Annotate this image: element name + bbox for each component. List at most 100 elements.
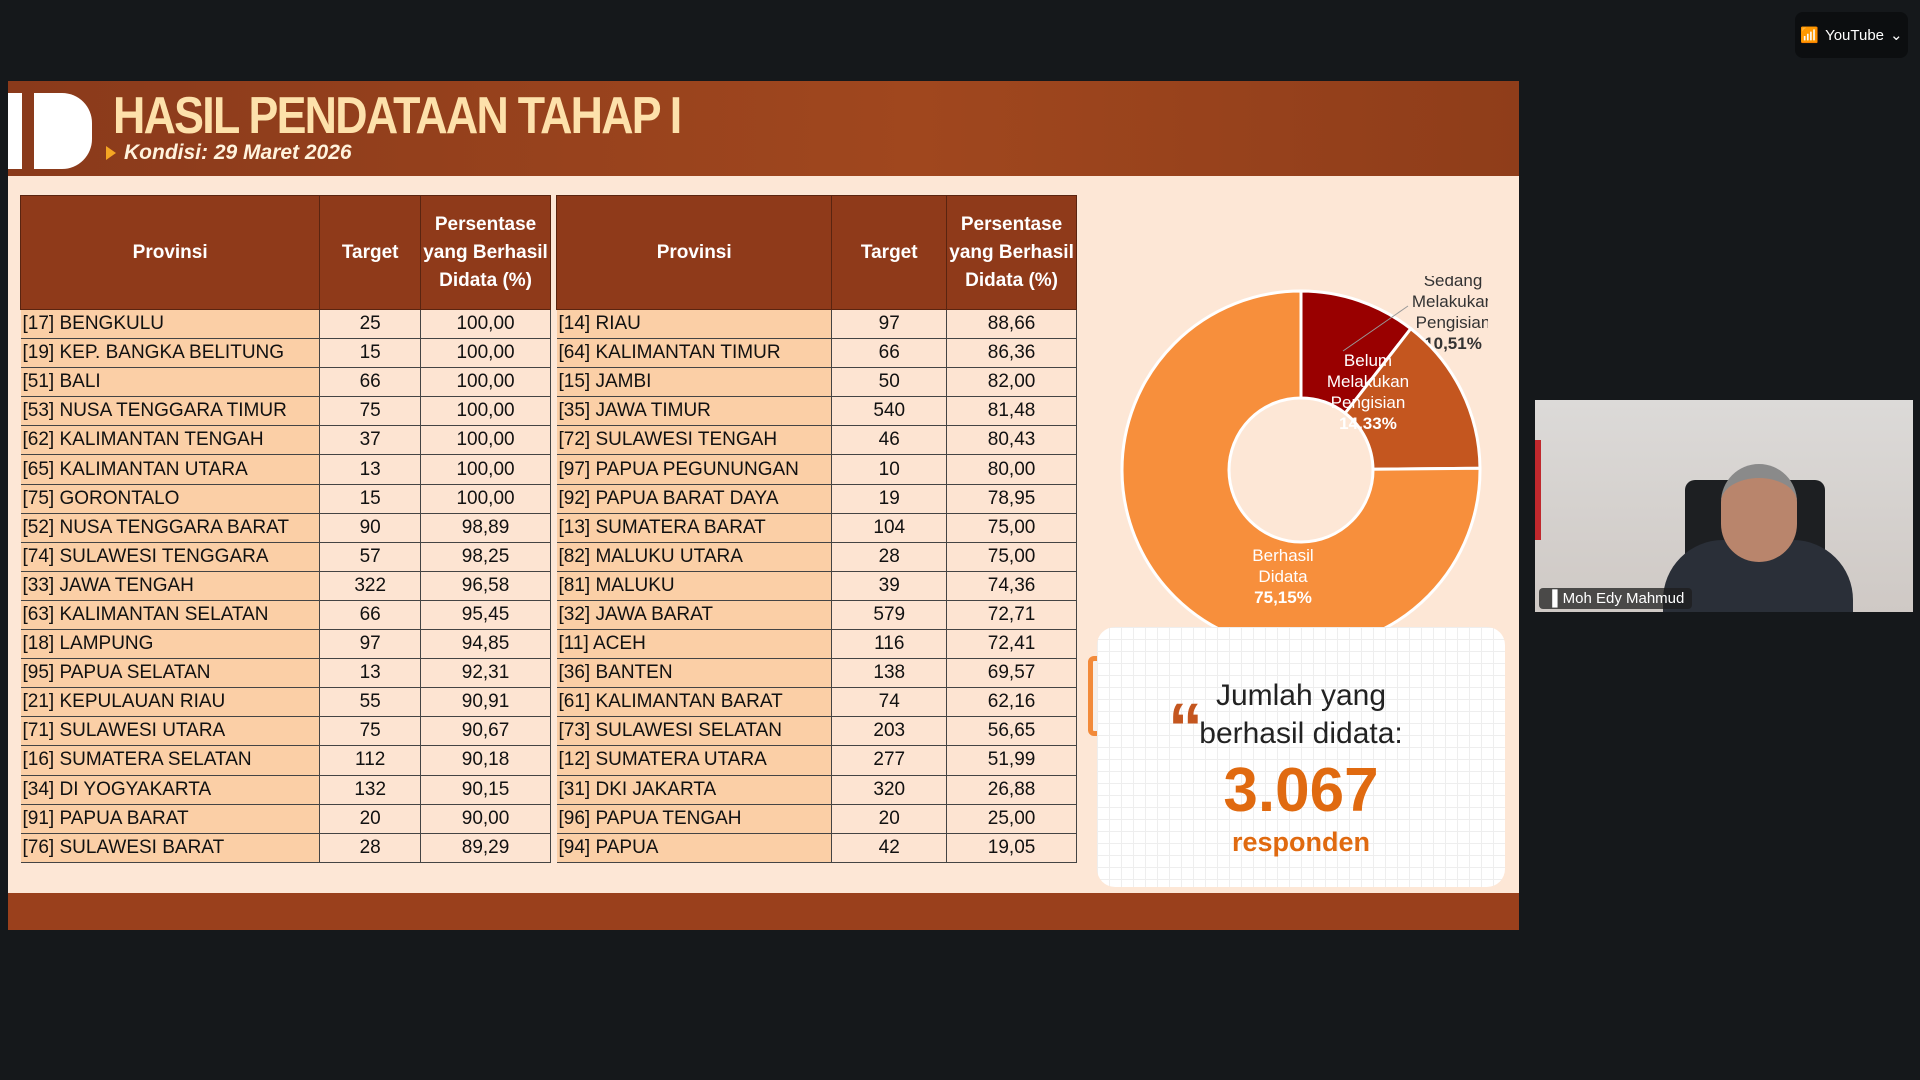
cell-provinsi: [75] GORONTALO — [20, 484, 321, 514]
cell-persentase: 90,15 — [420, 775, 551, 805]
table-row: [31] DKI JAKARTA 320 26,88 — [556, 775, 1077, 805]
cell-provinsi: [52] NUSA TENGGARA BARAT — [20, 513, 321, 543]
table-row: [13] SUMATERA BARAT 104 75,00 — [556, 513, 1077, 543]
table-row: [12] SUMATERA UTARA 277 51,99 — [556, 745, 1077, 776]
table-row: [14] RIAU 97 88,66 — [556, 309, 1077, 340]
card-line1: Jumlah yang — [1215, 679, 1387, 712]
cell-target: 50 — [831, 367, 948, 398]
cell-persentase: 90,91 — [420, 687, 551, 718]
cell-target: 104 — [831, 513, 948, 543]
column-header-persentase: Persentase yang Berhasil Didata (%) — [946, 195, 1077, 310]
cell-target: 28 — [831, 542, 948, 572]
cell-target: 320 — [831, 775, 948, 805]
table-row: [21] KEPULAUAN RIAU 55 90,91 — [20, 687, 551, 718]
cell-persentase: 100,00 — [420, 454, 551, 485]
table-row: [33] JAWA TENGAH 322 96,58 — [20, 571, 551, 601]
cell-provinsi: [34] DI YOGYAKARTA — [20, 775, 321, 805]
donut-chart: Sedang Melakukan Pengisian 10,51%Belum Melak… — [1120, 276, 1488, 651]
table-row: [16] SUMATERA SELATAN 112 90,18 — [20, 745, 551, 776]
slice-label: Belum Melakukan Pengisian 14,33% — [1327, 351, 1409, 433]
cell-persentase: 72,71 — [946, 600, 1077, 631]
slide-footer-band — [8, 893, 1519, 930]
logo-mark — [34, 93, 92, 169]
participant-video-tile[interactable]: ▐ Moh Edy Mahmud — [1535, 400, 1913, 612]
cell-persentase: 74,36 — [946, 571, 1077, 601]
cell-target: 138 — [831, 658, 948, 689]
slide-header: HASIL PENDATAAN TAHAP I Kondisi: 29 Mare… — [8, 81, 1519, 176]
donut-slice — [1343, 326, 1482, 471]
table-row: [91] PAPUA BARAT 20 90,00 — [20, 804, 551, 834]
cell-provinsi: [11] ACEH — [556, 629, 833, 660]
table-row: [61] KALIMANTAN BARAT 74 62,16 — [556, 687, 1077, 718]
cell-provinsi: [33] JAWA TENGAH — [20, 571, 321, 601]
cell-target: 90 — [319, 513, 422, 543]
cell-target: 10 — [831, 454, 948, 485]
cell-target: 15 — [319, 484, 422, 514]
table-row: [35] JAWA TIMUR 540 81,48 — [556, 396, 1077, 427]
cell-provinsi: [12] SUMATERA UTARA — [556, 745, 833, 776]
cast-icon: 📶 — [1800, 27, 1820, 44]
cell-provinsi: [17] BENGKULU — [20, 309, 321, 340]
slide-subtitle: Kondisi: 29 Maret 2026 — [106, 141, 352, 165]
table-row: [96] PAPUA TENGAH 20 25,00 — [556, 804, 1077, 834]
cell-provinsi: [71] SULAWESI UTARA — [20, 716, 321, 747]
table-row: [15] JAMBI 50 82,00 — [556, 367, 1077, 398]
table-row: [81] MALUKU 39 74,36 — [556, 571, 1077, 601]
cell-provinsi: [51] BALI — [20, 367, 321, 398]
cell-provinsi: [16] SUMATERA SELATAN — [20, 745, 321, 776]
table-row: [65] KALIMANTAN UTARA 13 100,00 — [20, 454, 551, 485]
cell-target: 277 — [831, 745, 948, 776]
table-row: [97] PAPUA PEGUNUNGAN 10 80,00 — [556, 454, 1077, 485]
table-row: [92] PAPUA BARAT DAYA 19 78,95 — [556, 484, 1077, 514]
cell-persentase: 82,00 — [946, 367, 1077, 398]
cell-provinsi: [73] SULAWESI SELATAN — [556, 716, 833, 747]
cell-persentase: 96,58 — [420, 571, 551, 601]
cell-persentase: 100,00 — [420, 484, 551, 514]
cell-provinsi: [62] KALIMANTAN TENGAH — [20, 425, 321, 456]
cell-persentase: 92,31 — [420, 658, 551, 689]
youtube-stream-button[interactable]: 📶 YouTube ⌄ — [1795, 12, 1908, 58]
cell-persentase: 26,88 — [946, 775, 1077, 805]
cell-persentase: 100,00 — [420, 309, 551, 340]
logo-mark — [8, 93, 22, 169]
table-row: [17] BENGKULU 25 100,00 — [20, 309, 551, 340]
chevron-down-icon: ⌄ — [1890, 27, 1903, 44]
column-header-provinsi: Provinsi — [19, 195, 321, 310]
cell-persentase: 98,89 — [420, 513, 551, 543]
cell-persentase: 56,65 — [946, 716, 1077, 747]
cell-persentase: 80,43 — [946, 425, 1077, 456]
slide-title: HASIL PENDATAAN TAHAP I — [113, 87, 682, 145]
cell-target: 28 — [319, 833, 422, 863]
table-row: [52] NUSA TENGGARA BARAT 90 98,89 — [20, 513, 551, 543]
person-head — [1721, 464, 1797, 562]
participant-name-tag: ▐ Moh Edy Mahmud — [1539, 588, 1693, 609]
cell-provinsi: [96] PAPUA TENGAH — [556, 804, 833, 834]
province-table-left: Provinsi Target Persentase yang Berhasil… — [19, 195, 551, 863]
cell-target: 57 — [319, 542, 422, 572]
cell-persentase: 100,00 — [420, 338, 551, 369]
cell-persentase: 19,05 — [946, 833, 1077, 863]
cell-target: 20 — [831, 804, 948, 834]
cell-target: 97 — [831, 309, 948, 340]
cell-target: 13 — [319, 454, 422, 485]
total-unit: responden — [1231, 827, 1371, 857]
cell-provinsi: [81] MALUKU — [556, 571, 833, 601]
table-row: [32] JAWA BARAT 579 72,71 — [556, 600, 1077, 631]
table-row: [73] SULAWESI SELATAN 203 56,65 — [556, 716, 1077, 747]
table-row: [75] GORONTALO 15 100,00 — [20, 484, 551, 514]
cell-provinsi: [32] JAWA BARAT — [556, 600, 833, 631]
cell-target: 19 — [831, 484, 948, 514]
cell-target: 46 — [831, 425, 948, 456]
cell-target: 55 — [319, 687, 422, 718]
cell-persentase: 62,16 — [946, 687, 1077, 718]
table-row: [34] DI YOGYAKARTA 132 90,15 — [20, 775, 551, 805]
table-row: [95] PAPUA SELATAN 13 92,31 — [20, 658, 551, 689]
cell-target: 322 — [319, 571, 422, 601]
cell-provinsi: [13] SUMATERA BARAT — [556, 513, 833, 543]
cell-target: 116 — [831, 629, 948, 660]
cell-target: 75 — [319, 396, 422, 427]
cell-provinsi: [18] LAMPUNG — [20, 629, 321, 660]
cell-persentase: 90,00 — [420, 804, 551, 834]
table-row: [94] PAPUA 42 19,05 — [556, 833, 1077, 863]
cell-provinsi: [91] PAPUA BARAT — [20, 804, 321, 834]
